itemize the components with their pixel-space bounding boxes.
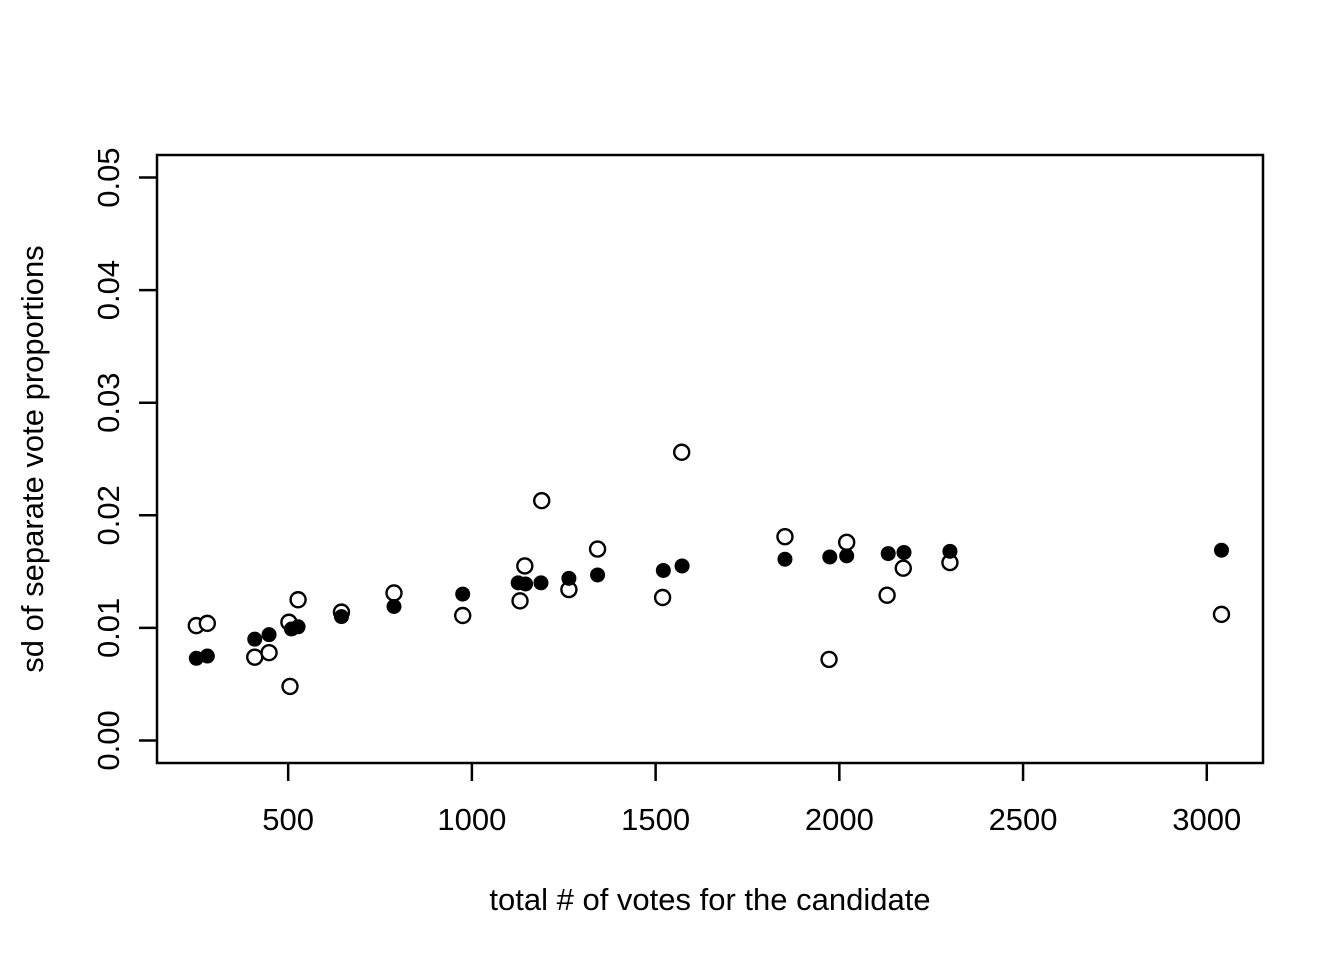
- y-axis-title: sd of separate vote proportions: [15, 245, 50, 673]
- data-point-filled-circle: [518, 576, 534, 592]
- data-point-filled-circle: [247, 631, 263, 647]
- data-point-filled-circle: [880, 546, 896, 562]
- data-point-filled-circle: [561, 570, 577, 586]
- data-point-open-circle: [878, 586, 896, 604]
- data-point-filled-circle: [261, 627, 277, 643]
- y-tick-label: 0.05: [91, 147, 126, 207]
- y-tick-label: 0.00: [91, 710, 126, 770]
- data-point-open-circle: [454, 606, 472, 625]
- y-tick-label: 0.02: [91, 485, 126, 545]
- data-point-filled-circle: [777, 551, 793, 567]
- data-point-open-circle: [260, 643, 278, 662]
- x-tick-label: 2500: [989, 802, 1058, 837]
- data-point-filled-circle: [942, 543, 958, 559]
- data-point-open-circle: [385, 584, 403, 602]
- x-tick-label: 3000: [1172, 802, 1241, 837]
- data-point-open-circle: [533, 491, 551, 510]
- data-point-filled-circle: [1213, 542, 1229, 558]
- y-tick-label: 0.01: [91, 598, 126, 658]
- data-point-open-circle: [516, 557, 534, 575]
- data-point-open-circle: [776, 527, 794, 546]
- data-point-filled-circle: [533, 575, 549, 591]
- x-tick-label: 1000: [437, 802, 506, 837]
- data-point-filled-circle: [839, 548, 855, 564]
- data-point-filled-circle: [590, 567, 606, 583]
- data-point-open-circle: [894, 559, 912, 577]
- x-tick-label: 2000: [805, 802, 874, 837]
- data-point-filled-circle: [333, 609, 349, 625]
- data-point-open-circle: [281, 677, 299, 696]
- data-point-filled-circle: [655, 562, 671, 578]
- plot-box: [155, 153, 1265, 765]
- data-point-open-circle: [653, 588, 672, 607]
- data-point-open-circle: [511, 592, 529, 610]
- data-point-open-circle: [837, 533, 856, 552]
- data-point-open-circle: [588, 540, 607, 558]
- data-point-filled-circle: [674, 558, 690, 574]
- data-point-open-circle: [289, 591, 307, 609]
- data-point-filled-circle: [822, 549, 838, 565]
- data-point-open-circle: [1212, 605, 1231, 624]
- x-tick-label: 1500: [621, 802, 690, 837]
- data-point-open-circle: [673, 443, 691, 461]
- x-tick-label: 500: [262, 802, 314, 837]
- data-point-filled-circle: [455, 586, 471, 602]
- data-point-filled-circle: [386, 598, 402, 614]
- data-point-filled-circle: [199, 648, 215, 664]
- y-tick-label: 0.04: [91, 260, 126, 320]
- data-point-filled-circle: [896, 544, 912, 560]
- x-axis-title: total # of votes for the candidate: [489, 882, 931, 917]
- data-point-open-circle: [246, 648, 264, 666]
- y-tick-label: 0.03: [91, 373, 126, 433]
- data-point-open-circle: [820, 650, 838, 669]
- data-point-filled-circle: [290, 619, 306, 635]
- data-point-open-circle: [198, 614, 217, 633]
